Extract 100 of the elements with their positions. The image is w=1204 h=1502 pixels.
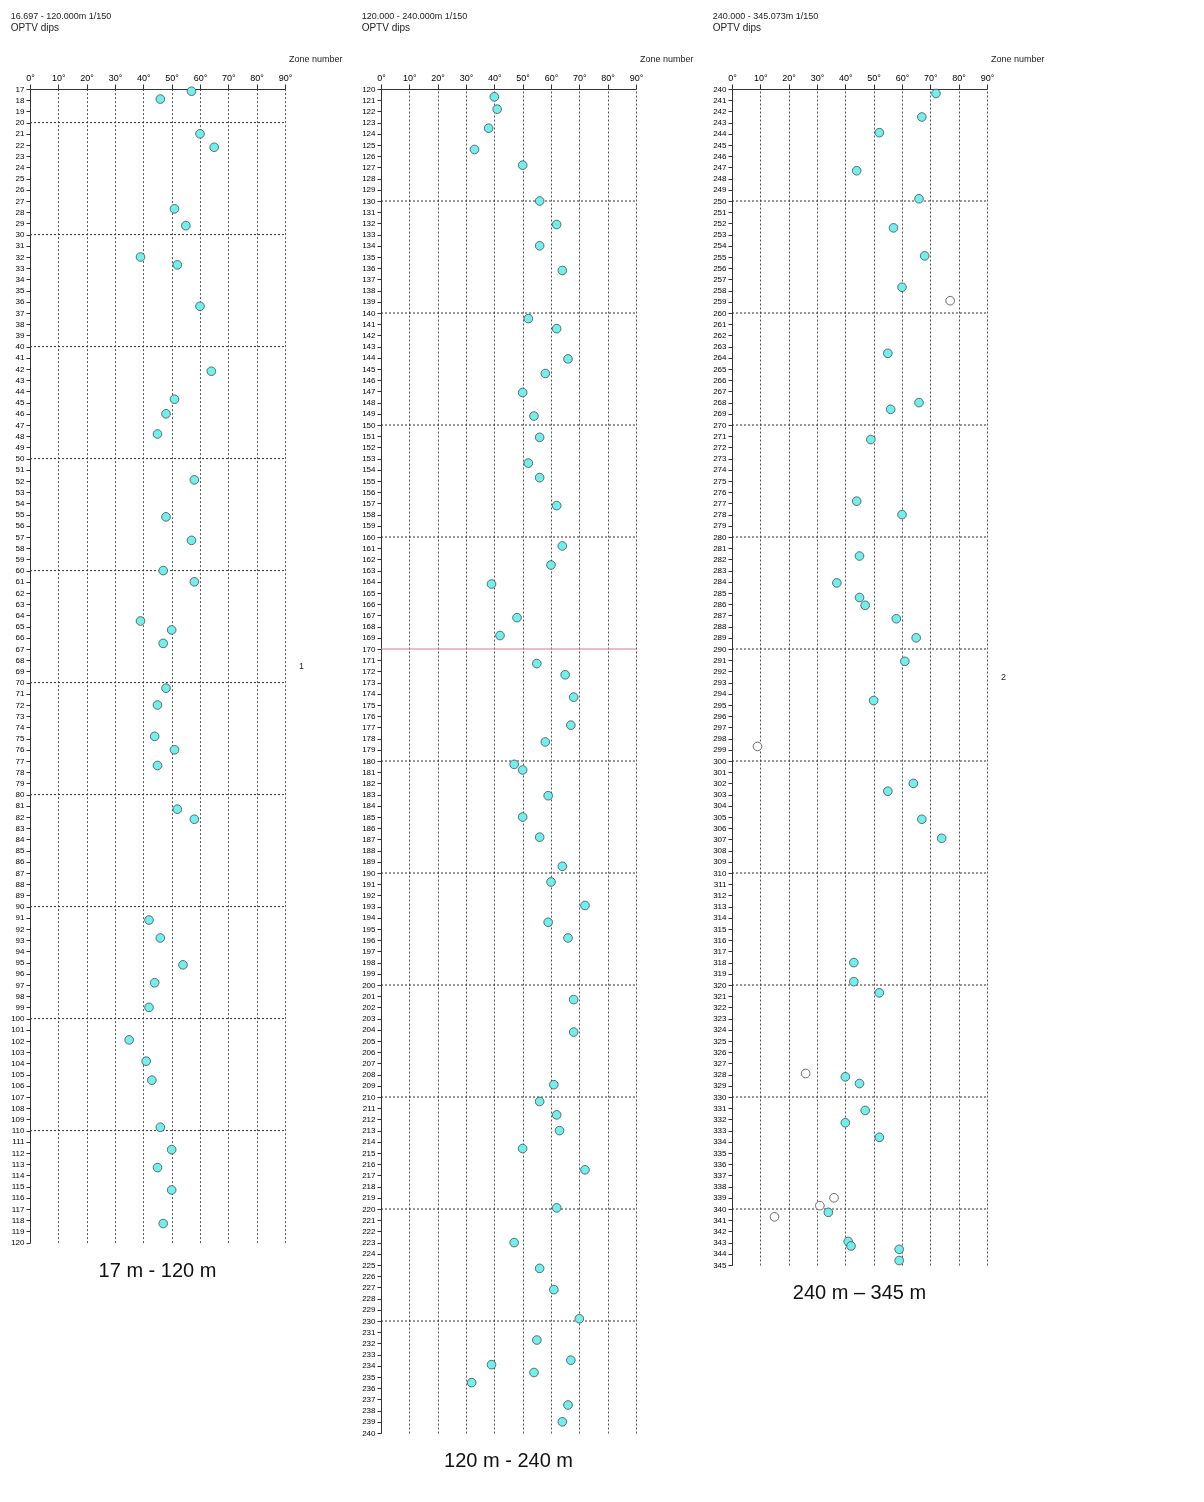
- y-tick-label: 55: [15, 510, 26, 520]
- point: [551, 1110, 562, 1120]
- point: [888, 223, 899, 233]
- point: [911, 633, 921, 643]
- y-tick-label: 341: [713, 1215, 728, 1225]
- point: [800, 1068, 811, 1079]
- y-tick-label: 202: [362, 1002, 377, 1012]
- y-tick-label: 18: [15, 95, 26, 105]
- point: [144, 915, 154, 925]
- y-tick-label: 270: [713, 420, 728, 430]
- y-tick-label: 160: [362, 532, 377, 542]
- y-tick-label: 17: [15, 84, 26, 94]
- y-tick-label: 243: [713, 118, 728, 128]
- y-tick-label: 154: [362, 465, 377, 475]
- y-tick-label: 152: [362, 442, 377, 452]
- y-tick-label: 75: [15, 734, 26, 744]
- y-tick-label: 114: [11, 1170, 26, 1180]
- y-tick-label: 108: [11, 1103, 26, 1113]
- y-tick-label: 182: [362, 778, 377, 788]
- y-tick-label: 135: [362, 252, 377, 262]
- point: [186, 86, 197, 96]
- point: [534, 196, 545, 206]
- y-tick-label: 332: [713, 1114, 728, 1124]
- y-tick-label: 37: [15, 308, 26, 318]
- y-tick-label: 323: [713, 1014, 728, 1024]
- y-tick-label: 100: [11, 1014, 26, 1024]
- y-tick-label: 331: [713, 1103, 728, 1113]
- point: [529, 411, 539, 421]
- y-tick-label: 283: [713, 566, 728, 576]
- x-tick-label: 30°: [108, 72, 123, 83]
- point: [849, 976, 859, 987]
- y-tick-label: 159: [362, 521, 377, 531]
- y-tick-label: 321: [713, 991, 728, 1001]
- point: [152, 1162, 163, 1173]
- point: [135, 252, 146, 262]
- point: [486, 579, 497, 589]
- y-tick-label: 260: [713, 308, 728, 318]
- y-tick-label: 258: [713, 286, 728, 296]
- y-tick-label: 134: [362, 241, 377, 251]
- point: [158, 565, 168, 576]
- point: [557, 861, 568, 871]
- y-tick-label: 125: [362, 140, 377, 150]
- y-tick-label: 82: [15, 812, 26, 822]
- y-tick-label: 234: [362, 1361, 377, 1371]
- y-tick-label: 104: [11, 1058, 26, 1068]
- y-tick-label: 269: [713, 409, 728, 419]
- point: [532, 1335, 542, 1345]
- y-tick-label: 102: [11, 1036, 26, 1046]
- y-tick-label: 151: [362, 431, 377, 441]
- y-tick-label: 192: [362, 890, 377, 900]
- y-tick-label: 317: [713, 946, 728, 956]
- point: [549, 1284, 559, 1295]
- x-tick-label: 60°: [895, 72, 910, 83]
- y-tick-label: 136: [362, 263, 377, 273]
- y-tick-label: 161: [362, 543, 377, 553]
- y-tick-label: 268: [713, 398, 728, 408]
- point: [849, 957, 859, 968]
- y-tick-label: 120: [362, 84, 377, 94]
- point: [169, 745, 180, 755]
- y-tick-label: 39: [15, 330, 26, 340]
- y-tick-label: 190: [362, 868, 377, 878]
- point: [752, 741, 763, 752]
- y-tick-label: 210: [362, 1092, 377, 1102]
- point: [854, 1078, 865, 1089]
- y-tick-label: 176: [362, 711, 377, 721]
- point: [580, 1165, 590, 1175]
- y-tick-label: 217: [362, 1170, 377, 1180]
- y-tick-label: 335: [713, 1148, 728, 1158]
- point: [532, 658, 542, 669]
- y-tick-label: 81: [15, 801, 26, 811]
- point: [557, 1417, 568, 1427]
- y-tick-label: 281: [713, 543, 728, 553]
- y-tick-label: 197: [362, 946, 377, 956]
- point: [534, 1096, 545, 1107]
- y-tick-label: 259: [713, 297, 728, 307]
- y-tick-label: 169: [362, 633, 377, 643]
- y-tick-label: 128: [362, 174, 377, 184]
- y-tick-label: 291: [713, 655, 728, 665]
- point: [495, 630, 505, 641]
- chart-subtitle: OPTV dips: [712, 22, 762, 33]
- y-tick-label: 84: [15, 834, 26, 844]
- y-tick-label: 208: [362, 1070, 377, 1080]
- y-tick-label: 206: [362, 1047, 377, 1057]
- y-tick-label: 133: [362, 230, 377, 240]
- y-tick-label: 170: [362, 644, 377, 654]
- y-tick-label: 239: [362, 1417, 377, 1427]
- y-tick-label: 254: [713, 241, 728, 251]
- y-tick-label: 166: [362, 599, 377, 609]
- point: [152, 760, 163, 771]
- y-tick-label: 61: [15, 577, 26, 587]
- y-tick-label: 144: [362, 353, 377, 363]
- y-tick-label: 43: [15, 375, 26, 385]
- y-tick-label: 287: [713, 610, 728, 620]
- y-tick-label: 73: [15, 711, 26, 721]
- y-tick-label: 280: [713, 532, 728, 542]
- y-tick-label: 312: [713, 890, 728, 900]
- y-tick-label: 200: [362, 980, 377, 990]
- y-tick-label: 233: [362, 1350, 377, 1360]
- point: [914, 397, 924, 408]
- y-tick-label: 86: [15, 857, 26, 867]
